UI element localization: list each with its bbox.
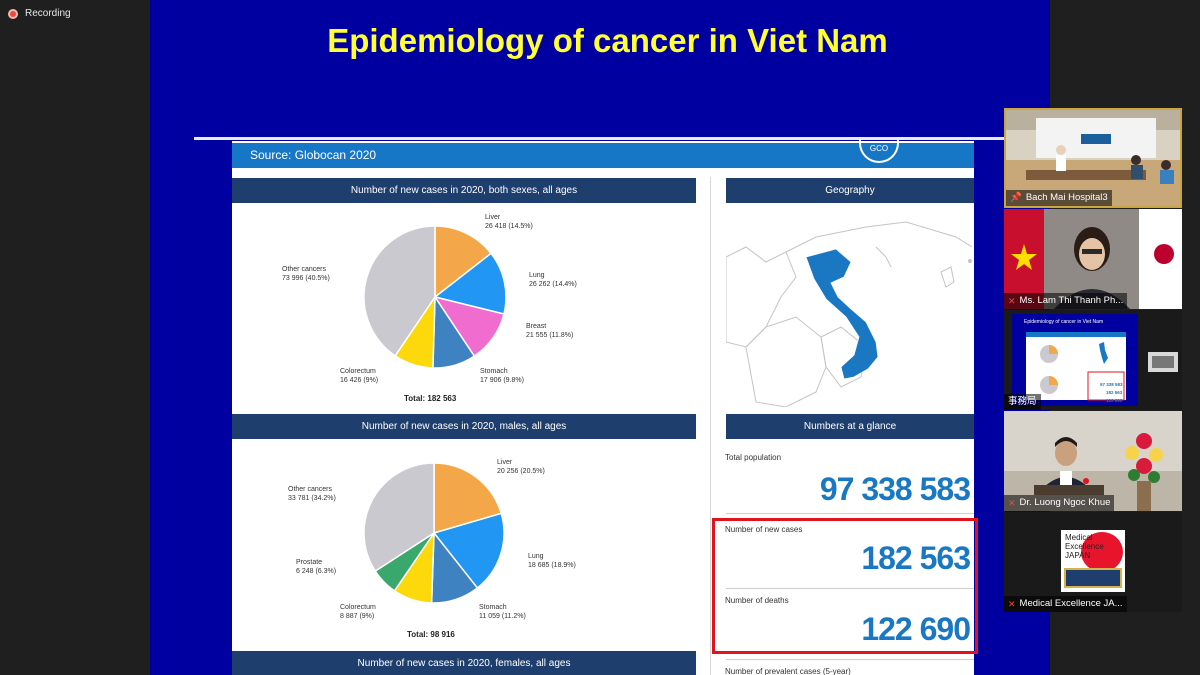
label-males-other: Other cancers 33 781 (34.2%) (288, 486, 336, 502)
total-both: Total: 182 563 (404, 394, 457, 403)
flower-arrangement (1125, 433, 1163, 511)
participant-tile-bach-mai[interactable]: 📌 Bach Mai Hospital3 (1004, 108, 1182, 208)
label-males-liver: Liver 20 256 (20.5%) (497, 459, 545, 475)
record-icon (8, 8, 18, 19)
label-both-other: Other cancers 73 996 (40.5%) (282, 266, 330, 282)
label-both-liver: Liver 26 418 (14.5%) (485, 214, 533, 230)
participant-name-bar: 事務局 (1004, 394, 1041, 410)
mic-off-icon: ✕ (1008, 498, 1016, 508)
glance-separator (726, 513, 974, 514)
glance-separator (726, 588, 974, 589)
pie-slice-other-cancers (363, 225, 436, 357)
shared-screen-slide: Epidemiology of cancer in Viet Nam Sourc… (150, 0, 1050, 675)
gco-logo: GCO (859, 139, 899, 163)
label-males-colorectum: Colorectum 8 887 (9%) (340, 604, 376, 620)
mic-off-icon: ✕ (1008, 599, 1016, 609)
mini-new-cases: 182 563 (1106, 390, 1123, 395)
deaths-value: 122 690 (861, 611, 971, 647)
highlight-annotation-box (712, 518, 978, 654)
pie-slice-other-cancers (363, 462, 435, 573)
mini-slide-title: Epidemiology of cancer in Viet Nam (1024, 319, 1104, 325)
pie-chart-males (363, 462, 505, 604)
glance-separator (726, 659, 974, 660)
population-label: Total population (725, 453, 782, 462)
participant-tile-dr-luong[interactable]: ✕ Dr. Luong Ngoc Khue (1004, 411, 1182, 511)
speaker-video (1004, 411, 1182, 511)
mic-off-icon: ✕ (1008, 296, 1016, 306)
panel-both-title: Number of new cases in 2020, both sexes,… (232, 178, 696, 203)
slide-divider (194, 137, 1004, 140)
shared-slide-thumbnail (1012, 314, 1178, 406)
participant-tile-jimukyoku[interactable]: Epidemiology of cancer in Viet Nam 97 33… (1004, 310, 1182, 410)
new-cases-value: 182 563 (861, 540, 971, 576)
slide-title: Epidemiology of cancer in Viet Nam (327, 22, 888, 59)
label-both-stomach: Stomach 17 906 (9.8%) (480, 368, 524, 384)
speaker-video (1004, 209, 1182, 309)
source-bar: Source: Globocan 2020 GCO (232, 139, 974, 168)
total-males: Total: 98 916 (407, 630, 455, 639)
participant-name-bar: ✕ Dr. Luong Ngoc Khue (1004, 495, 1115, 511)
pie-slice-lung (432, 512, 505, 590)
source-label: Source: Globocan 2020 (250, 148, 377, 162)
population-value: 97 338 583 (819, 471, 971, 507)
label-males-prostate: Prostate 6 248 (6.3%) (296, 559, 337, 575)
pie-slice-liver (434, 225, 493, 299)
label-both-colorectum: Colorectum 16 426 (9%) (340, 368, 379, 384)
participant-tile-medical-excellence[interactable]: Medical Excellence JAPAN ✕ Medical Excell… (1004, 512, 1182, 612)
recording-indicator[interactable]: Recording (8, 8, 71, 19)
label-both-lung: Lung 26 262 (14.4%) (529, 272, 577, 288)
vietnam-map (726, 217, 972, 407)
deaths-label: Number of deaths (725, 596, 789, 605)
prevalent-label: Number of prevalent cases (5-year) (725, 667, 851, 675)
pie-chart-both-sexes (363, 225, 507, 369)
globocan-report: Source: Globocan 2020 GCO Number of new … (232, 139, 974, 675)
column-divider (710, 177, 711, 675)
glance-title: Numbers at a glance (726, 414, 974, 439)
new-cases-label: Number of new cases (725, 525, 803, 534)
label-both-breast: Breast 21 555 (11.8%) (526, 323, 574, 339)
mini-population: 97 338 583 (1100, 382, 1123, 387)
label-males-lung: Lung 18 685 (18.9%) (528, 553, 576, 569)
panel-females-title: Number of new cases in 2020, females, al… (232, 651, 696, 675)
panel-males-title: Number of new cases in 2020, males, all … (232, 414, 696, 439)
participant-tile-ms-lam[interactable]: ✕ Ms. Lam Thi Thanh Ph... (1004, 209, 1182, 309)
participant-name-bar: 📌 Bach Mai Hospital3 (1006, 190, 1112, 206)
mini-deaths: 122 690 (1106, 398, 1123, 403)
recording-label: Recording (25, 8, 71, 19)
medical-excellence-japan-logo: Medical Excellence JAPAN (1061, 530, 1125, 592)
label-males-stomach: Stomach 11 059 (11.2%) (479, 604, 526, 620)
pin-icon: 📌 (1010, 192, 1022, 203)
participant-name-bar: ✕ Medical Excellence JA... (1004, 596, 1127, 612)
participant-name-bar: ✕ Ms. Lam Thi Thanh Ph... (1004, 293, 1128, 309)
pie-slice-lung (433, 252, 507, 315)
geography-title: Geography (726, 178, 974, 203)
pie-slice-liver (433, 462, 503, 535)
